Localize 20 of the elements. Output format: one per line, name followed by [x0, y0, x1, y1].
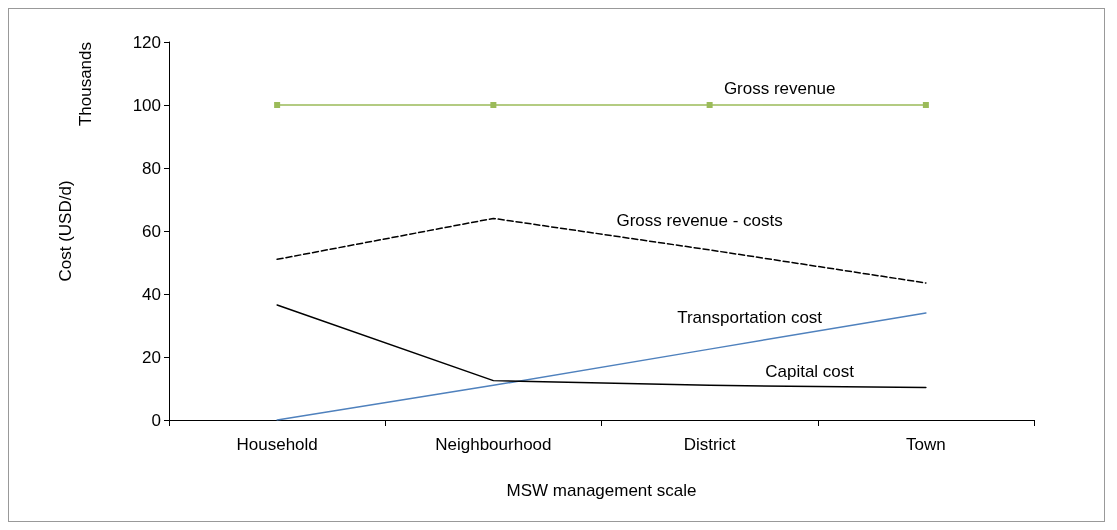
series-label: Capital cost [765, 362, 855, 382]
series-label: Gross revenue - costs [616, 210, 783, 230]
y-tick-label: 0 [151, 410, 161, 430]
y-tick-label: 20 [142, 347, 161, 367]
y-axis-title: Cost (USD/d) [56, 180, 75, 282]
line-series [276, 304, 927, 389]
series-label: Gross revenue [723, 79, 836, 98]
y-tick-label: 40 [142, 284, 161, 304]
x-tick-label: Town [906, 435, 946, 454]
x-axis-title: MSW management scale [506, 481, 697, 500]
y-tick-label: 60 [142, 221, 161, 241]
y-tick-label: 80 [142, 158, 161, 178]
line-series [276, 312, 927, 421]
text: Thousands [76, 41, 95, 127]
y-tick-label: 100 [132, 95, 161, 115]
x-tick-label: Household [236, 435, 318, 454]
series-label: Transportation cost [677, 308, 823, 328]
x-tick-label: District [683, 435, 736, 454]
y-tick-label: 120 [132, 32, 161, 52]
x-tick-label: Neighbourhood [435, 435, 552, 454]
